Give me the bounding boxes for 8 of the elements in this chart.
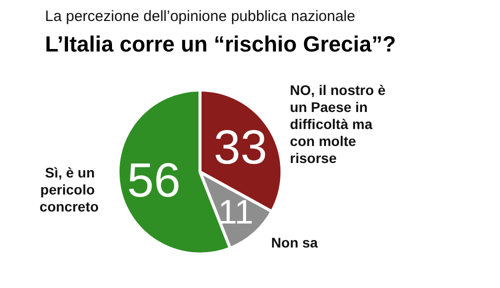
data-label: 33 — [214, 122, 268, 175]
slice-label: Sì, è un pericolo concreto — [40, 164, 99, 215]
slice-label: Non sa — [271, 234, 318, 251]
data-label: 11 — [218, 194, 254, 232]
chart-title: L’Italia corre un “rischio Grecia”? — [45, 32, 396, 56]
chart-subtitle: La percezione dell’opinione pubblica nazionale — [45, 8, 356, 25]
data-label: 56 — [127, 154, 181, 208]
slice-label: NO, il nostro è un Paese in difficoltà ma con molte risorse — [290, 82, 390, 166]
